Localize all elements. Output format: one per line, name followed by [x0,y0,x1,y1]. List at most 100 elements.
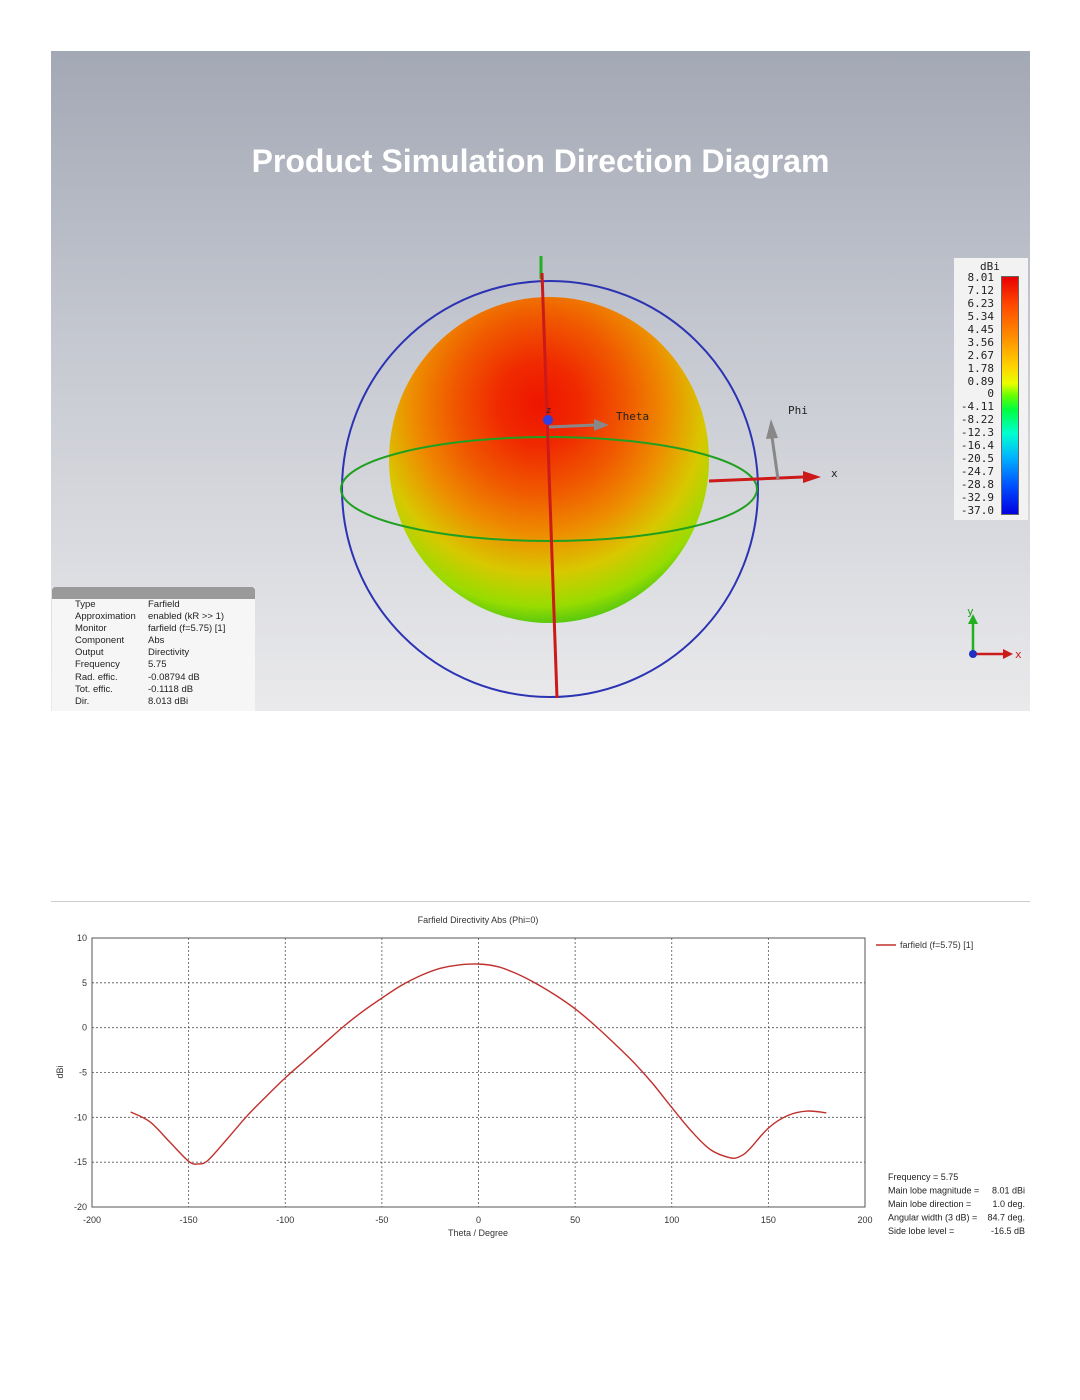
colorbar-label: -20.5 [960,452,994,466]
x-axis-title: Theta / Degree [448,1228,508,1238]
y-tick-label: -20 [74,1202,87,1212]
x-tick-label: 100 [664,1215,679,1225]
info-value: Directivity [148,647,190,659]
chart-title: Farfield Directivity Abs (Phi=0) [418,915,539,925]
series-line-farfield [130,963,827,1165]
stat-label: Frequency = 5.75 [888,1172,958,1182]
chart-stats: Frequency = 5.75 Main lobe magnitude = 8.0… [888,1172,1025,1236]
colorbar-legend: dBi 8.01 7.12 6.23 5.34 4.45 3.56 2.67 1.78 0.89… [954,258,1028,520]
y-tick-label: -5 [79,1068,87,1078]
colorbar-label: -37.0 [960,503,994,517]
x-tick-label: 150 [761,1215,776,1225]
info-key: Dir. [75,695,90,707]
x-axis-label: x [831,467,838,480]
origin-marker [543,415,553,425]
legend-entry: farfield (f=5.75) [1] [900,940,973,950]
phi-arrow-head [766,419,778,439]
colorbar-label: 0 [987,387,994,401]
info-key: Frequency [75,659,120,671]
colorbar-label: 2.67 [967,348,995,362]
colorbar-label: 8.01 [967,271,995,284]
x-tick-label: -50 [375,1215,388,1225]
colorbar-label: 0.89 [967,374,995,388]
y-tick-label: 5 [82,978,87,988]
x-axis-line [708,475,804,483]
y-axis-title: dBi [55,1065,65,1078]
z-axis-label: z [546,406,551,416]
info-row: Tot. effic. -0.1118 dB [52,684,255,696]
phi-arrow-line [770,436,780,480]
colorbar-label: -4.11 [960,400,994,414]
stat-value: 8.01 dBi [992,1186,1025,1196]
info-value: Abs [148,635,165,647]
info-value: -0.08794 dB [148,671,200,683]
info-key: Approximation [75,611,136,623]
info-row: Dir. 8.013 dBi [52,696,255,708]
info-value: enabled (kR >> 1) [148,611,225,623]
info-row: Rad. effic. -0.08794 dB [52,672,255,684]
axes-icon-x-label: x [1015,648,1022,661]
info-key: Rad. effic. [75,671,118,683]
info-value: -0.1118 dB [148,683,194,695]
plot-frame [91,937,866,1208]
info-key: Component [75,635,125,647]
farfield-3d-panel: Theta Phi x z Product Simulation Directi… [51,51,1030,711]
chart-grid [91,937,866,1208]
colorbar-label: 6.23 [967,296,995,310]
x-tick-label: -200 [83,1215,101,1225]
info-row: Type Farfield [52,599,255,611]
stat-value: 1.0 deg. [992,1199,1025,1209]
x-tick-label: 50 [570,1215,580,1225]
info-row: Approximation enabled (kR >> 1) [52,611,255,623]
stat-label: Main lobe direction = [888,1199,971,1209]
axes-icon-y-label: y [967,606,974,618]
y-tick-labels: 10 5 0 -5 -10 -15 -20 [74,933,87,1212]
x-tick-label: 200 [857,1215,872,1225]
info-table-header [52,587,255,599]
colorbar-labels: 8.01 7.12 6.23 5.34 4.45 3.56 2.67 1.78 0.89 0 -4.… [956,271,994,517]
colorbar-label: -12.3 [960,426,994,440]
y-tick-label: -10 [74,1112,87,1122]
info-key: Tot. effic. [75,683,113,695]
colorbar-label: -24.7 [960,465,994,479]
info-row: Output Directivity [52,647,255,659]
colorbar-label: -16.4 [960,439,994,453]
farfield-line-chart: Farfield Directivity Abs (Phi=0) -200 -15… [51,901,1030,1238]
x-tick-label: 0 [476,1215,481,1225]
axes-orientation-icon: y x [967,606,1022,661]
info-value: 8.013 dBi [148,695,189,707]
x-tick-labels: -200 -150 -100 -50 0 50 100 150 200 [83,1215,873,1225]
theta-label: Theta [616,410,649,423]
info-row: Frequency 5.75 [52,659,255,671]
colorbar-label: -32.9 [960,490,994,504]
colorbar-label: -8.22 [960,413,994,427]
theta-arrow-line [548,423,597,429]
colorbar-label: 3.56 [967,335,995,349]
y-tick-label: -15 [74,1157,87,1167]
colorbar-label: -28.8 [960,478,994,491]
colorbar-label: 4.45 [967,322,995,336]
info-key: Monitor [75,623,107,635]
x-axis-arrow [803,471,821,483]
x-tick-label: -100 [276,1215,294,1225]
info-row: Component Abs [52,635,255,647]
colorbar-label: 1.78 [967,361,995,375]
info-key: Type [75,599,96,610]
farfield-3d-view: Theta Phi x z [340,256,838,699]
info-value: 5.75 [148,659,167,671]
colorbar-label: 5.34 [967,309,995,323]
info-key: Output [75,647,104,659]
y-tick-label: 10 [77,933,87,943]
info-value: Farfield [148,599,180,610]
phi-label: Phi [788,404,808,417]
info-value: farfield (f=5.75) [1] [148,623,226,635]
stat-label: Main lobe magnitude = [888,1186,979,1196]
stat-value: 84.7 deg. [987,1213,1025,1223]
stat-label: Angular width (3 dB) = [888,1213,977,1223]
y-tick-label: 0 [82,1023,87,1033]
colorbar-gradient [1001,276,1019,515]
info-table-rows: Type Farfield Approximation enabled (kR >> … [52,599,255,708]
page-title: Product Simulation Direction Diagram [251,143,830,179]
theta-arrow-head [594,419,609,431]
z-axis-line [540,272,559,699]
